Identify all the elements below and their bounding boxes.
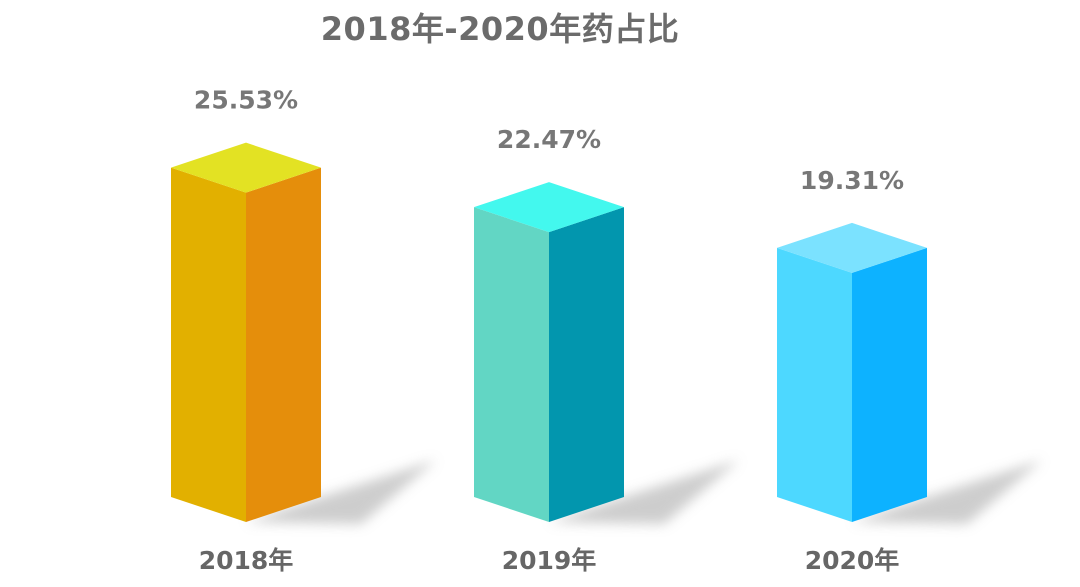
category-label-1: 2019年 (502, 546, 597, 575)
bar-front-2 (777, 247, 852, 522)
value-label-0: 25.53% (194, 86, 298, 115)
bar-front-1 (474, 207, 549, 522)
value-label-2: 19.31% (800, 166, 904, 195)
bar-side-0 (246, 167, 321, 522)
bar-top-0 (171, 142, 321, 193)
bar-front-0 (171, 167, 246, 522)
bar-shadow-2 (852, 460, 1042, 524)
chart-title: 2018年-2020年药占比 (320, 10, 680, 48)
bar-top-2 (777, 222, 927, 273)
bar-top-1 (474, 182, 624, 233)
bar-shadow-0 (246, 460, 436, 524)
bar-side-2 (852, 247, 927, 522)
category-label-2: 2020年 (805, 546, 900, 575)
bar-side-1 (549, 207, 624, 522)
value-label-1: 22.47% (497, 125, 601, 154)
bar-shadow-1 (549, 460, 739, 524)
category-label-0: 2018年 (199, 546, 294, 575)
